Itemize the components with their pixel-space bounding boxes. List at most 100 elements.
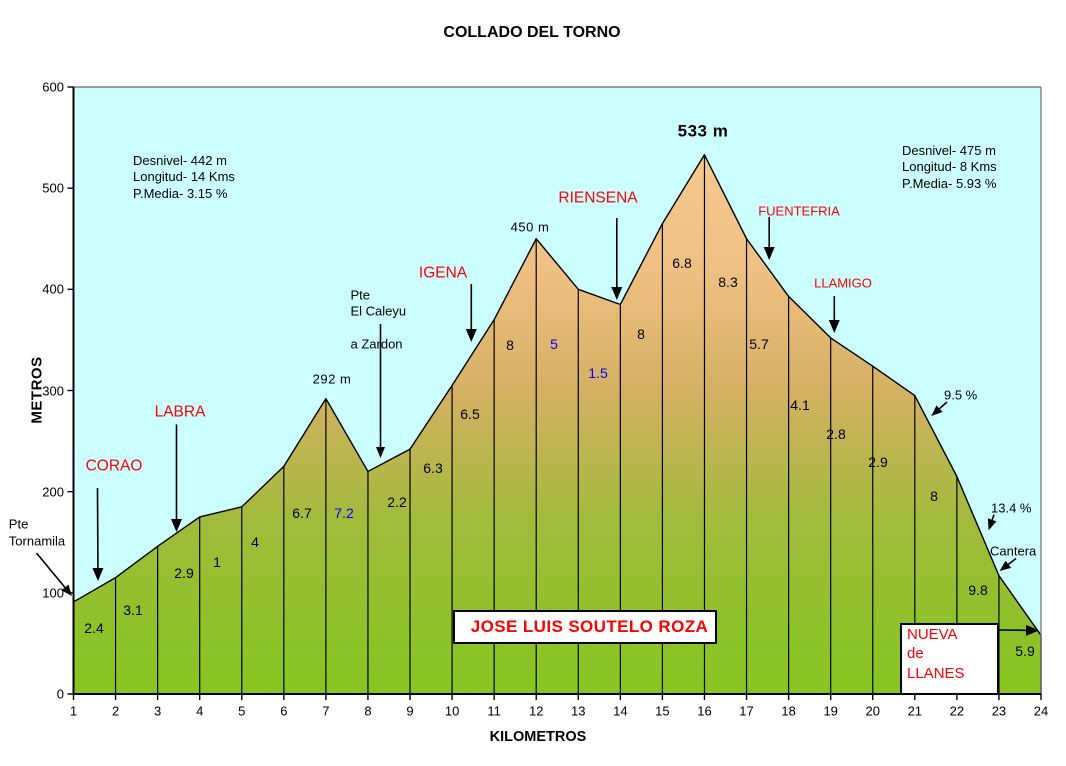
waypoint-label: Pte	[350, 287, 371, 302]
gradient-value-label: 6.5	[460, 406, 480, 422]
gradient-value-label: 1.5	[588, 365, 608, 381]
gradient-value-label: 6.8	[672, 255, 692, 271]
x-tick-label: 10	[444, 703, 460, 718]
x-tick-label: 1	[69, 703, 78, 718]
destination-line: NUEVA	[907, 626, 958, 643]
x-tick-label: 14	[613, 703, 628, 718]
destination-box: NUEVA de LLANES	[900, 623, 999, 695]
station-arrow-head	[465, 329, 477, 342]
x-tick-label: 16	[697, 703, 712, 718]
station-label: RIENSENA	[558, 189, 638, 207]
waypoint-label: El Caleyu	[350, 303, 407, 318]
x-tick-label: 7	[322, 703, 330, 718]
climb-summary-east: Desnivel- 475 m Longitud- 8 Kms P.Media-…	[902, 143, 997, 192]
x-tick-label: 4	[196, 703, 204, 718]
waypoint-arrow-shaft	[35, 552, 66, 589]
waypoint-arrow-head	[931, 405, 943, 416]
x-tick-label: 18	[781, 703, 796, 718]
station-arrow-head	[828, 320, 840, 333]
peak-altitude-label: 292 m	[312, 371, 352, 387]
y-tick-label: 0	[56, 686, 64, 702]
gradient-value-label: 2.9	[868, 454, 888, 470]
station-label: CORAO	[85, 457, 143, 475]
gradient-value-label: 2.8	[826, 426, 846, 442]
summary-line: Desnivel- 475 m	[902, 143, 996, 158]
waypoint-label: Cantera	[990, 543, 1037, 559]
destination-line: de	[907, 645, 924, 663]
station-label: LABRA	[154, 403, 206, 421]
gradient-value-label: 4	[251, 534, 259, 550]
y-tick-label: 400	[42, 281, 64, 297]
gradient-value-label: 8	[637, 326, 645, 342]
waypoint-arrow-shaft	[991, 514, 995, 521]
station-arrow-head	[763, 247, 775, 260]
gradient-value-label: 8.3	[718, 274, 738, 290]
y-tick-label: 300	[42, 383, 64, 398]
gradient-value-label: 2.4	[84, 620, 104, 636]
summary-line: Longitud- 14 Kms	[133, 169, 235, 185]
x-tick-label: 24	[1033, 703, 1049, 718]
station-arrow-head	[611, 287, 623, 300]
peak-altitude-label: 450 m	[510, 219, 550, 235]
destination-line: LLANES	[907, 664, 965, 682]
x-tick-label: 12	[528, 703, 544, 718]
station-arrow-head	[92, 567, 104, 581]
summary-line: Desnivel- 442 m	[133, 153, 227, 168]
gradient-value-label: 6.3	[423, 460, 443, 476]
waypoint-arrow-head	[61, 584, 72, 596]
gradient-value-label: 1	[213, 554, 221, 570]
x-tick-label: 2	[111, 703, 120, 718]
climb-summary-west: Desnivel- 442 m Longitud- 14 Kms P.Media…	[133, 153, 235, 202]
x-tick-label: 13	[571, 703, 586, 718]
summary-line: P.Media- 3.15 %	[133, 185, 228, 201]
waypoint-arrow-head	[376, 447, 385, 458]
x-tick-label: 20	[865, 703, 880, 718]
y-tick-label: 200	[42, 484, 64, 500]
x-tick-label: 6	[280, 703, 288, 718]
gradient-value-label: 8	[506, 337, 514, 353]
waypoint-label: 9.5 %	[944, 387, 978, 403]
gradient-value-label: 4.1	[790, 397, 810, 413]
gradient-value-label: 3.1	[123, 602, 143, 618]
gradient-value-label: 9.8	[968, 582, 988, 598]
x-tick-label: 11	[487, 703, 501, 718]
gradient-value-label: 2.9	[174, 565, 194, 581]
summary-line: P.Media- 5.93 %	[902, 175, 997, 191]
gradient-value-label: 8	[930, 488, 938, 504]
x-tick-label: 5	[238, 703, 246, 718]
waypoint-arrow-head	[987, 518, 997, 531]
destination-arrow-head	[1025, 624, 1039, 636]
gradient-value-label: 7.2	[334, 505, 354, 521]
waypoint-arrow-shaft	[938, 401, 948, 410]
summary-line: Longitud- 8 Kms	[902, 159, 997, 175]
y-tick-label: 600	[42, 79, 64, 95]
waypoint-arrow-head	[999, 560, 1012, 571]
x-tick-label: 9	[406, 703, 414, 718]
chart-title: COLLADO DEL TORNO	[443, 24, 621, 41]
gradient-value-label: 2.2	[387, 494, 407, 510]
waypoint-arrow-shaft	[1007, 557, 1017, 565]
gradient-value-label: 5.9	[1015, 643, 1035, 659]
x-tick-label: 19	[823, 703, 838, 718]
station-label: IGENA	[418, 264, 468, 282]
station-label: FUENTEFRIA	[758, 203, 840, 219]
waypoint-label: Pte	[8, 516, 29, 532]
gradient-value-label: 5.7	[749, 336, 769, 352]
peak-altitude-label: 533 m	[677, 121, 729, 141]
x-tick-label: 8	[364, 703, 372, 718]
y-tick-label: 100	[42, 585, 64, 601]
station-label: LLAMIGO	[814, 275, 872, 291]
x-tick-label: 17	[739, 703, 754, 718]
waypoint-label: 13.4 %	[991, 500, 1032, 515]
x-tick-label: 15	[655, 703, 670, 718]
gradient-value-label: 6.7	[292, 505, 312, 521]
waypoint-label: a Zardon	[350, 336, 403, 352]
waypoint-label: Tornamila	[8, 533, 66, 548]
author-box: JOSE LUIS SOUTELO ROZA	[453, 610, 717, 644]
x-tick-label: 3	[154, 703, 162, 718]
x-tick-label: 22	[949, 703, 965, 718]
x-tick-label: 21	[907, 703, 923, 718]
y-tick-label: 500	[42, 180, 64, 196]
